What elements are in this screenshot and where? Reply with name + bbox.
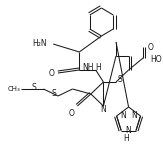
Text: N: N: [101, 105, 106, 114]
Text: N: N: [131, 111, 137, 121]
Text: CH₃: CH₃: [7, 86, 20, 92]
Text: S: S: [118, 74, 122, 83]
Text: S: S: [31, 83, 36, 93]
Text: H: H: [96, 62, 102, 72]
Text: H: H: [123, 134, 129, 143]
Text: N: N: [125, 126, 131, 135]
Text: S: S: [52, 89, 57, 97]
Text: O: O: [48, 69, 54, 77]
Text: N: N: [120, 111, 126, 121]
Text: H₂N: H₂N: [32, 39, 47, 49]
Text: O: O: [148, 42, 154, 52]
Text: NH: NH: [82, 62, 94, 72]
Text: HO: HO: [150, 55, 162, 63]
Text: O: O: [69, 108, 74, 118]
